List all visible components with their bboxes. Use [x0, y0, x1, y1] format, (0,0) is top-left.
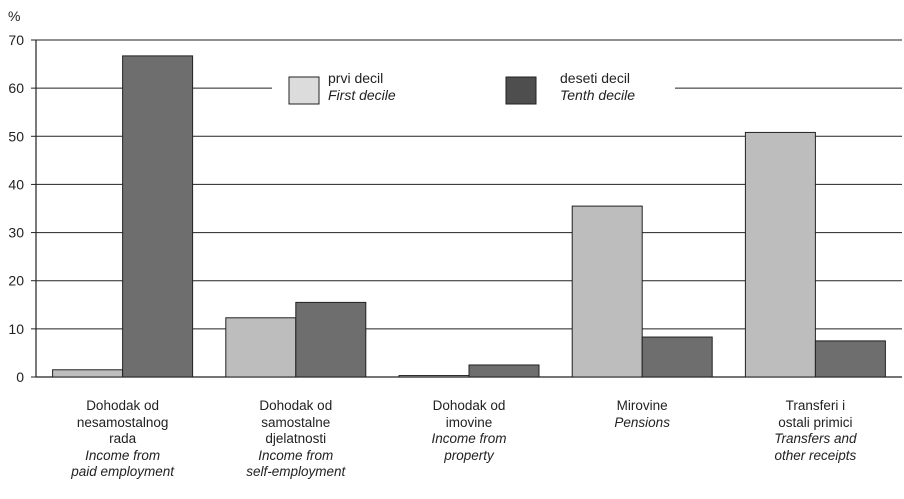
x-category-label-line-en: Income from: [258, 447, 334, 463]
bar-first-decile-3: [571, 205, 643, 378]
x-category-label-line: nesamostalnog: [76, 414, 169, 430]
y-tick-label-20: 20: [8, 273, 24, 289]
legend-entry-first-decile: prvi decil First decile: [328, 70, 396, 104]
x-category-label-line-en: other receipts: [774, 447, 857, 463]
y-tick-label-0: 0: [16, 369, 24, 385]
bar-tenth-decile-0: [122, 55, 194, 378]
legend-label-first-decile-en: First decile: [328, 87, 396, 103]
legend-box: [272, 62, 675, 118]
y-tick-label-30: 30: [8, 225, 24, 241]
legend-label-tenth-decile: deseti decil: [560, 70, 631, 86]
bar-tenth-decile-2: [468, 364, 540, 378]
y-tick-label-60: 60: [8, 80, 24, 96]
x-category-label-line: ostali primici: [778, 414, 853, 430]
x-category-label-line: djelatnosti: [265, 431, 327, 446]
x-category-label-line: Dohodak od: [432, 398, 506, 413]
x-category-label-line-en: paid employment: [71, 464, 174, 479]
x-category-label-line-en: self-employment: [246, 464, 346, 479]
legend-entry-tenth-decile: deseti decil Tenth decile: [560, 70, 635, 104]
x-category-label-line: samostalne: [261, 414, 331, 430]
x-category-label-line: Mirovine: [616, 398, 668, 413]
x-category-label-line: rada: [109, 431, 137, 446]
x-category-label-line: Dohodak od: [86, 398, 159, 413]
x-category-label-3: Mirovine Pensions: [557, 398, 727, 431]
y-tick-label-50: 50: [8, 128, 24, 144]
x-category-label-line: Transferi i: [785, 398, 846, 413]
y-tick-label-70: 70: [8, 32, 24, 48]
x-category-label-line-en: Income from: [85, 447, 161, 463]
y-tick-label-10: 10: [8, 321, 24, 337]
x-category-label-2: Dohodak od imovine Income from property: [384, 398, 554, 464]
x-category-label-line-en: property: [444, 447, 494, 463]
x-category-label-line-en: Income from: [431, 431, 507, 446]
legend-label-tenth-decile-en: Tenth decile: [560, 87, 635, 103]
x-category-label-line-en: Pensions: [614, 414, 670, 430]
bar-first-decile-0: [52, 369, 124, 378]
bar-first-decile-4: [744, 131, 816, 378]
x-category-label-line: imovine: [445, 414, 493, 430]
x-category-label-line-en: Transfers and: [774, 431, 857, 446]
bar-first-decile-2: [398, 375, 470, 378]
x-category-label-line: Dohodak od: [259, 398, 333, 413]
x-category-label-0: Dohodak od nesamostalnog rada Income from pa…: [38, 398, 208, 481]
y-tick-label-40: 40: [8, 176, 24, 192]
legend-label-first-decile: prvi decil: [328, 70, 384, 86]
y-unit-label: %: [8, 8, 20, 24]
bar-first-decile-1: [225, 317, 297, 378]
bar-tenth-decile-1: [295, 301, 367, 378]
legend-swatch-first-decile: [288, 76, 320, 105]
x-category-label-1: Dohodak od samostalne djelatnosti Income fr…: [211, 398, 381, 481]
bar-tenth-decile-4: [814, 340, 886, 378]
bar-tenth-decile-3: [641, 336, 713, 378]
x-category-label-4: Transferi i ostali primici Transfers and ot…: [730, 398, 900, 464]
legend-swatch-tenth-decile: [505, 76, 537, 105]
